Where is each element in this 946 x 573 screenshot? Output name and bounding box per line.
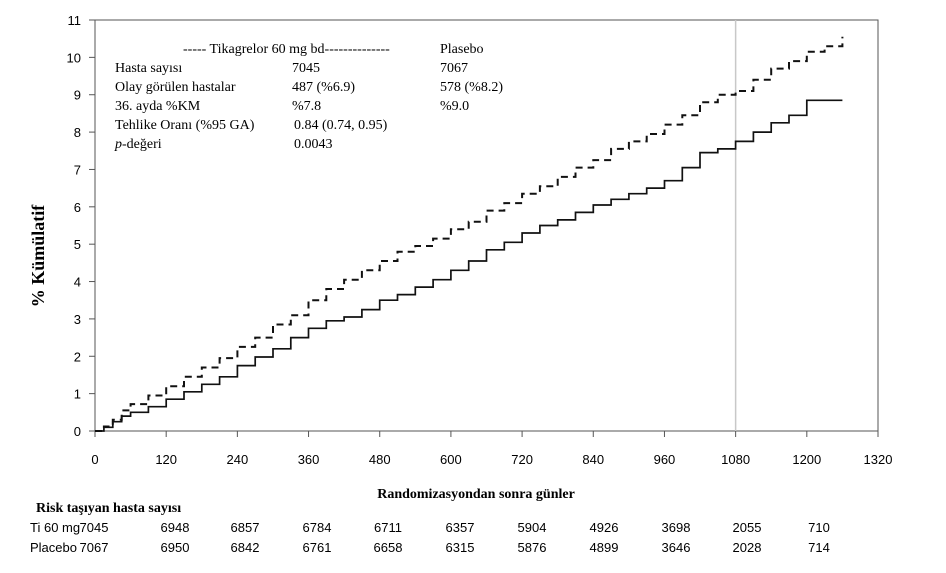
risk-cell: 4926 <box>590 520 619 535</box>
risk-cell: 6950 <box>161 540 190 555</box>
risk-cell: 2055 <box>733 520 762 535</box>
x-tick-label: 0 <box>91 452 98 467</box>
x-axis-label: Randomizasyondan sonra günler <box>377 487 575 502</box>
plot-frame <box>94 19 879 432</box>
risk-cell: 6842 <box>231 540 260 555</box>
legend-header-tikagrelor: ----- Tikagrelor 60 mg bd-------------- <box>183 42 390 57</box>
x-tick-label: 1080 <box>721 452 750 467</box>
y-axis: 0 1 2 3 4 5 6 7 8 9 10 11 <box>67 13 95 439</box>
y-tick-label: 1 <box>74 387 81 402</box>
risk-cell: 3698 <box>662 520 691 535</box>
legend-row-pl: 7067 <box>440 61 468 76</box>
legend-row-ti: %7.8 <box>292 99 321 114</box>
x-tick-label: 1320 <box>864 452 893 467</box>
legend-row-pl: 578 (%8.2) <box>440 80 503 95</box>
risk-cell: 714 <box>808 540 830 555</box>
legend-row-ti: 0.0043 <box>294 137 333 152</box>
x-tick-label: 120 <box>155 452 177 467</box>
y-tick-label: 4 <box>74 275 81 290</box>
legend-row-ti: 0.84 (0.74, 0.95) <box>294 118 388 133</box>
y-axis-label: % Kümülatif <box>28 204 48 308</box>
risk-cell: 6711 <box>374 520 402 535</box>
legend-row-label: Tehlike Oranı (%95 GA) <box>115 118 255 133</box>
y-tick-label: 7 <box>74 162 81 177</box>
y-tick-label: 10 <box>67 50 81 65</box>
risk-cell: 6857 <box>231 520 260 535</box>
legend-row-label: Olay görülen hastalar <box>115 80 236 95</box>
legend-row-label: 36. ayda %KM <box>115 99 201 114</box>
risk-cell: 7067 <box>80 540 109 555</box>
risk-cell: 5876 <box>518 540 547 555</box>
legend-table: ----- Tikagrelor 60 mg bd-------------- … <box>114 42 503 152</box>
y-tick-label: 5 <box>74 237 81 252</box>
legend-row-ti: 7045 <box>292 61 320 76</box>
risk-cell: 6948 <box>161 520 190 535</box>
risk-cell: 7045 <box>80 520 109 535</box>
risk-cell: 5904 <box>518 520 547 535</box>
legend-row-label: Hasta sayısı <box>115 61 182 76</box>
risk-row-label: Placebo <box>30 540 77 555</box>
y-tick-label: 2 <box>74 349 81 364</box>
x-tick-label: 840 <box>582 452 604 467</box>
y-tick-label: 11 <box>68 13 82 28</box>
y-tick-label: 0 <box>74 424 81 439</box>
risk-row-label: Ti 60 mg <box>30 520 80 535</box>
series-line-tikagrelor <box>95 99 843 432</box>
risk-cell: 2028 <box>733 540 762 555</box>
legend-header-plasebo: Plasebo <box>440 42 484 57</box>
y-tick-label: 3 <box>74 312 81 327</box>
risk-cell: 6761 <box>303 540 332 555</box>
series-line-plasebo <box>95 36 844 432</box>
x-tick-label: 480 <box>369 452 391 467</box>
legend-row-label-p: p-değeri <box>114 137 162 152</box>
x-tick-label: 960 <box>654 452 676 467</box>
risk-table: Ti 60 mg 7045 6948 6857 6784 6711 6357 5904 4926… <box>30 520 830 555</box>
risk-cell: 4899 <box>590 540 619 555</box>
y-tick-label: 8 <box>74 125 81 140</box>
x-tick-label: 600 <box>440 452 462 467</box>
risk-cell: 6784 <box>303 520 332 535</box>
risk-cell: 710 <box>808 520 830 535</box>
risk-cell: 6357 <box>446 520 475 535</box>
x-tick-label: 240 <box>227 452 249 467</box>
risk-table-title: Risk taşıyan hasta sayısı <box>36 501 181 516</box>
risk-cell: 6315 <box>446 540 475 555</box>
x-tick-label: 360 <box>298 452 320 467</box>
risk-cell: 6658 <box>374 540 403 555</box>
x-tick-label: 1200 <box>792 452 821 467</box>
y-tick-label: 9 <box>74 88 81 103</box>
legend-row-pl: %9.0 <box>440 99 469 114</box>
risk-cell: 3646 <box>662 540 691 555</box>
x-tick-label: 720 <box>511 452 533 467</box>
y-tick-label: 6 <box>74 200 81 215</box>
x-axis: 0 120 240 360 480 600 720 840 960 1080 1200 1320 <box>91 431 892 467</box>
legend-row-ti: 487 (%6.9) <box>292 80 355 95</box>
